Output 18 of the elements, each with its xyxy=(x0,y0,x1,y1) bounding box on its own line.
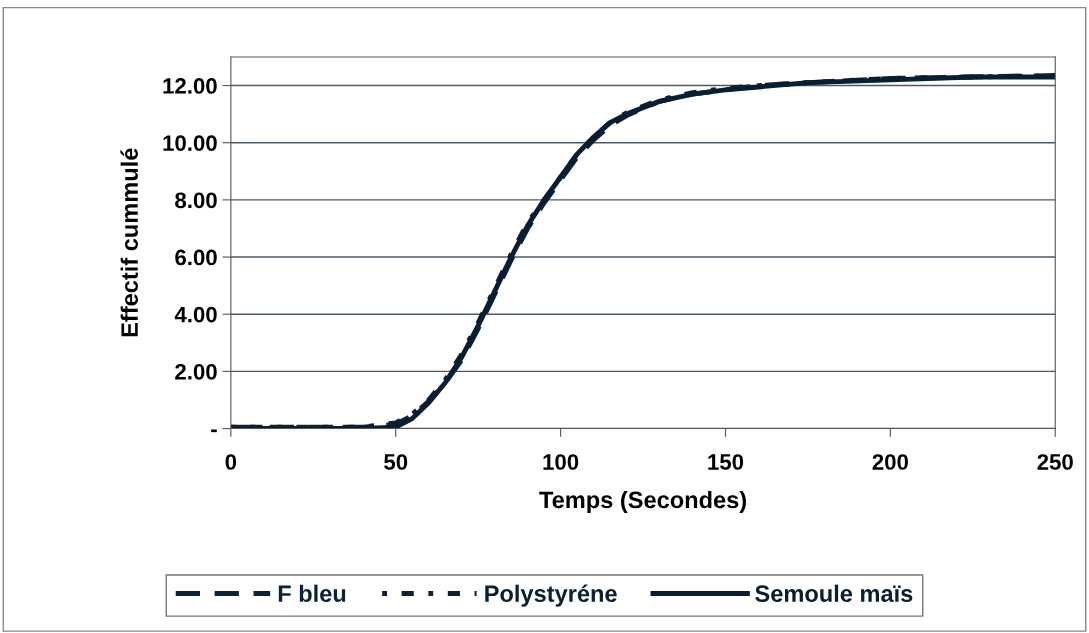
y-axis-title: Effectif cummulé xyxy=(120,148,138,337)
x-tick-label: 150 xyxy=(708,454,744,470)
x-tick-label: 200 xyxy=(872,454,908,470)
y-tick-label: 12.00 xyxy=(163,78,217,94)
legend-label: Semoule maïs xyxy=(755,584,913,603)
y-tick-label: 2.00 xyxy=(175,363,217,380)
y-tick-label: 6.00 xyxy=(175,249,217,266)
y-tick-label: - xyxy=(211,429,217,433)
y-tick-label: 10.00 xyxy=(163,135,217,151)
x-tick-label: 50 xyxy=(384,454,408,470)
legend-label: Polystyréne xyxy=(485,584,617,607)
x-tick-label: 250 xyxy=(1037,454,1073,470)
y-tick-label: 8.00 xyxy=(175,192,217,209)
legend-label: F bleu xyxy=(278,584,346,603)
y-tick-label: 4.00 xyxy=(174,306,217,323)
x-axis-title: Temps (Secondes) xyxy=(539,490,746,513)
x-tick-label: 100 xyxy=(543,454,579,470)
x-tick-label: 0 xyxy=(225,454,237,470)
